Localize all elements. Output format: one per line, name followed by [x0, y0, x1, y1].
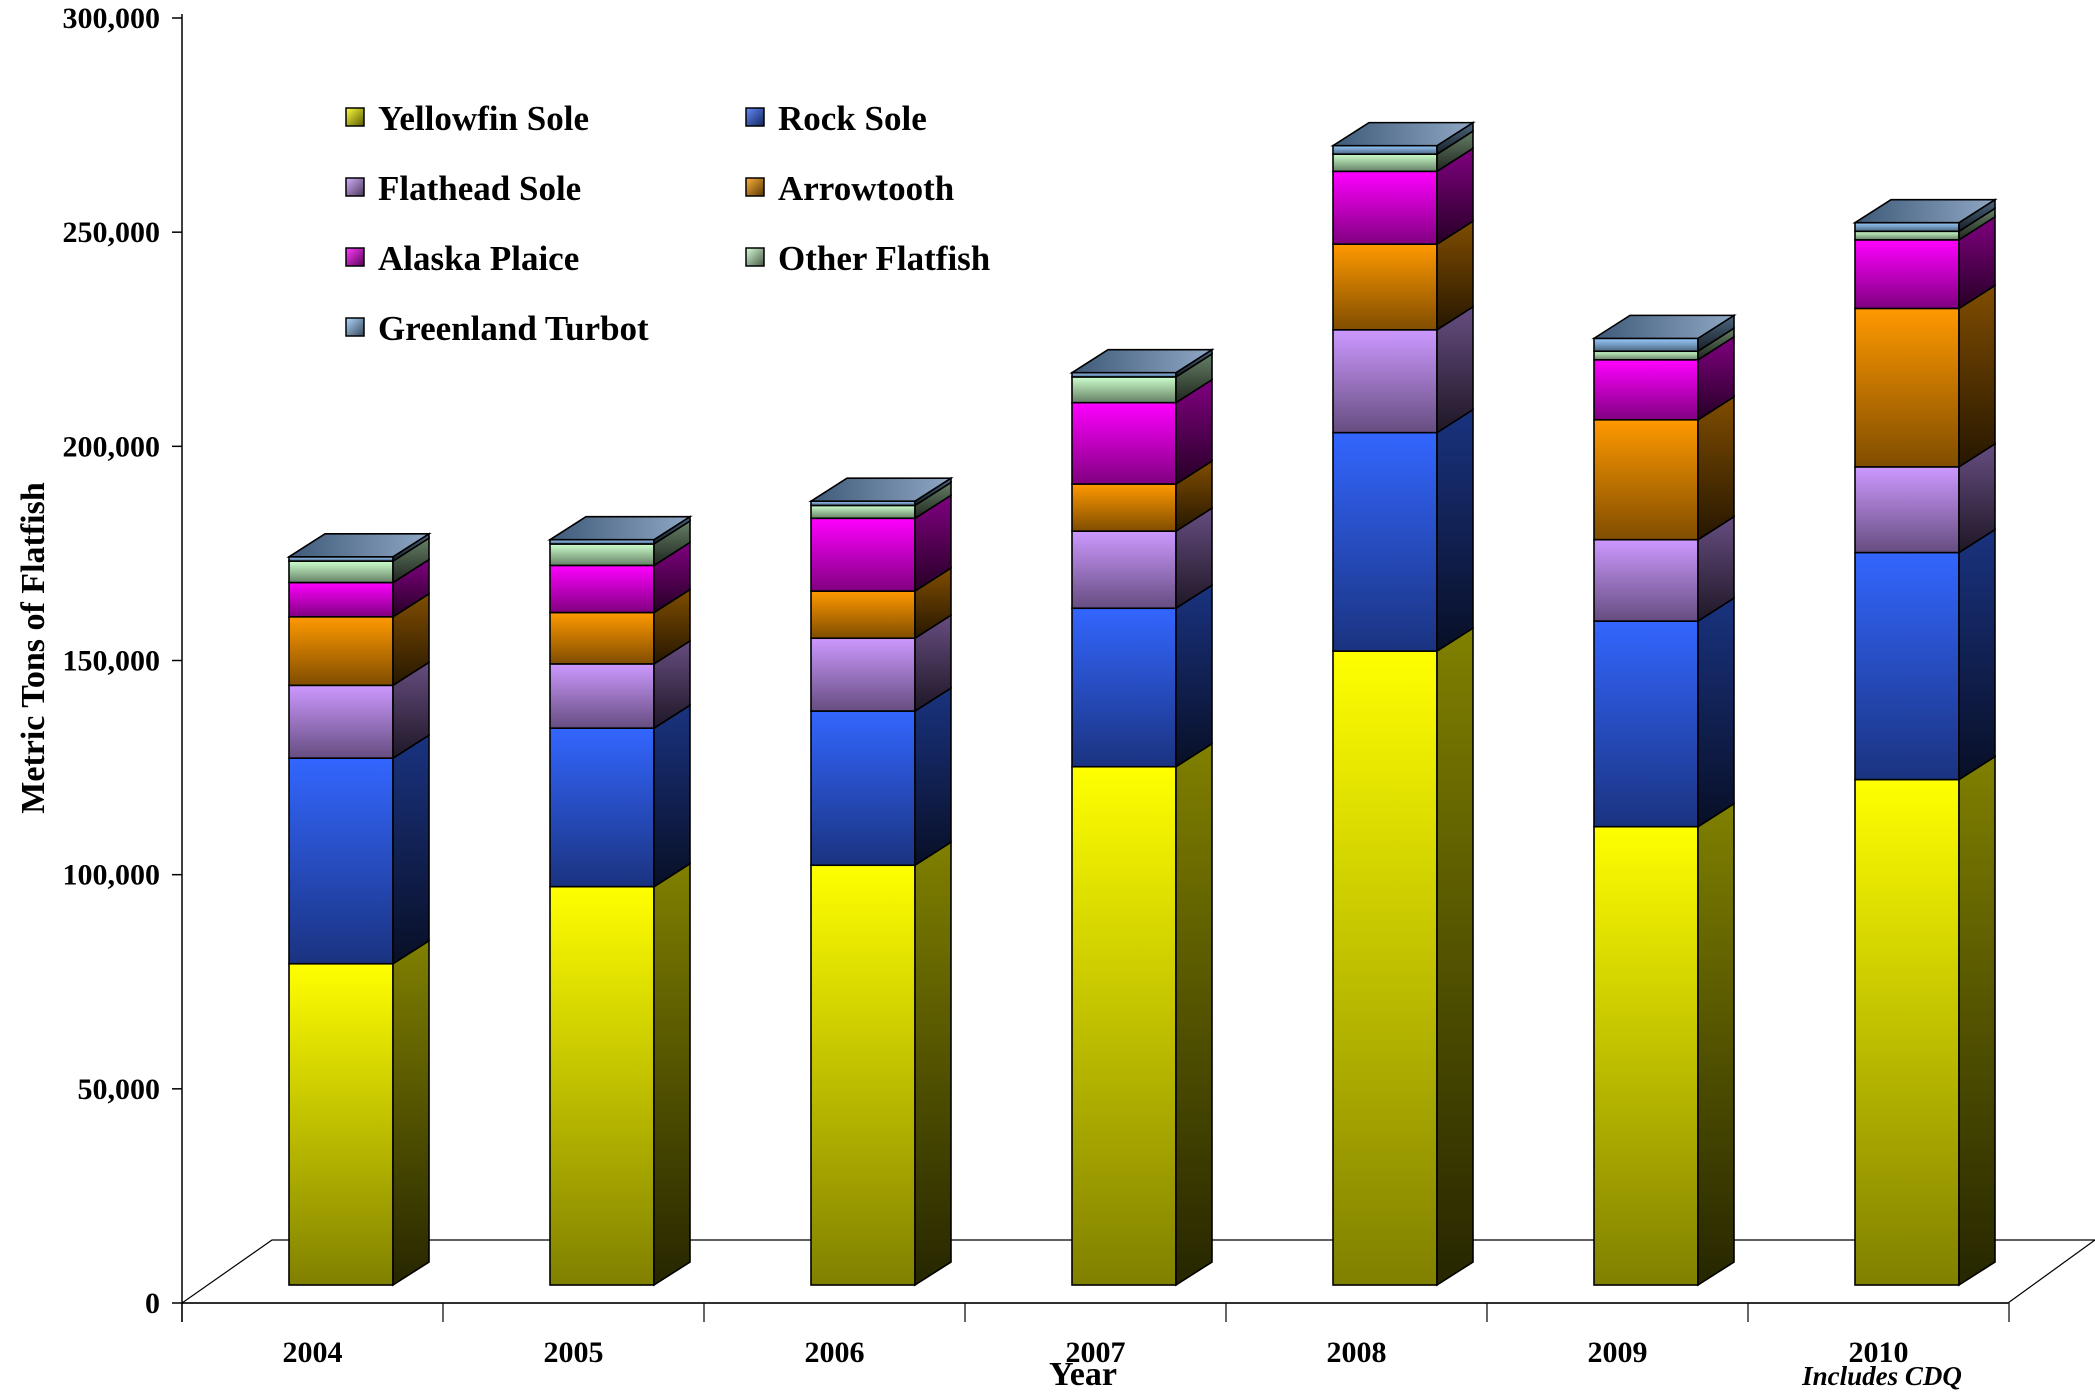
bar-segment-rock-sole-2004 [288, 733, 430, 966]
y-tick-label: 150,000 [63, 645, 161, 678]
legend-swatch [745, 247, 765, 267]
legend-item-rock-sole: Rock Sole [745, 99, 927, 138]
legend-item-greenland-turbot: Greenland Turbot [345, 309, 649, 348]
bar-segment-flathead-sole-2004 [288, 660, 430, 760]
y-tick-label: 200,000 [63, 430, 161, 463]
bar-segment-rock-sole-2005 [549, 703, 691, 889]
legend-swatch [345, 107, 365, 127]
bar-segment-alaska-plaice-2008 [1332, 146, 1474, 246]
bar-segment-alaska-plaice-2004 [288, 558, 430, 619]
axes: 0 50,000 100,000 150,000 200,000 250,000 300,0… [63, 2, 2010, 1369]
x-tick-label: 2008 [1327, 1336, 1387, 1369]
y-tick-label: 50,000 [78, 1073, 161, 1106]
bar-segment-rock-sole-2007 [1071, 583, 1213, 769]
legend-label: Flathead Sole [378, 169, 581, 208]
y-tick-label: 300,000 [63, 2, 161, 35]
bar-segment-yellowfin-sole-2009 [1593, 802, 1735, 1287]
bar-segment-alaska-plaice-2009 [1593, 335, 1735, 422]
bar-segment-yellowfin-sole-2010 [1854, 755, 1996, 1287]
legend-label: Yellowfin Sole [378, 99, 589, 138]
bar-segment-rock-sole-2006 [810, 686, 952, 867]
bars [286, 121, 1998, 1287]
bar-segment-flathead-sole-2007 [1071, 506, 1213, 610]
legend-swatch [745, 177, 765, 197]
legend-label: Arrowtooth [778, 169, 954, 208]
y-tick-label: 100,000 [63, 859, 161, 892]
bar-stack-2004 [286, 532, 432, 1287]
legend-swatch [345, 317, 365, 337]
bar-segment-yellowfin-sole-2008 [1332, 626, 1474, 1287]
x-tick-label: 2004 [283, 1336, 343, 1369]
bar-top-face [1069, 348, 1215, 374]
bar-segment-yellowfin-sole-2004 [288, 939, 430, 1287]
legend-item-yellowfin-sole: Yellowfin Sole [345, 99, 589, 138]
bar-segment-rock-sole-2010 [1854, 528, 1996, 782]
bar-segment-arrowtooth-2004 [288, 592, 430, 687]
x-tick-label: 2005 [544, 1336, 604, 1369]
legend-item-alaska-plaice: Alaska Plaice [345, 239, 579, 278]
legend: Yellowfin Sole Rock Sole Flathead Sole Arro… [345, 99, 990, 348]
bar-top-face [1852, 198, 1998, 224]
bar-segment-arrowtooth-2008 [1332, 219, 1474, 332]
bar-stack-2008 [1330, 121, 1476, 1287]
bar-segment-yellowfin-sole-2007 [1071, 742, 1213, 1287]
bar-segment-other-flatfish-2004 [288, 536, 430, 584]
bar-segment-alaska-plaice-2007 [1071, 378, 1213, 486]
bar-segment-arrowtooth-2006 [810, 566, 952, 640]
bar-segment-flathead-sole-2010 [1854, 442, 1996, 555]
bar-segment-alaska-plaice-2010 [1854, 215, 1996, 310]
legend-label: Rock Sole [778, 99, 927, 138]
bar-top-face [547, 515, 693, 541]
legend-swatch [345, 247, 365, 267]
x-tick-label: 2007 [1066, 1336, 1126, 1369]
bar-segment-rock-sole-2009 [1593, 596, 1735, 829]
bar-top-face [1330, 121, 1476, 147]
x-tick-label: 2009 [1588, 1336, 1648, 1369]
x-tick-label: 2010 [1849, 1336, 1909, 1369]
y-axis-title: Metric Tons of Flatfish [15, 482, 52, 814]
bar-segment-yellowfin-sole-2005 [549, 862, 691, 1287]
bar-segment-rock-sole-2008 [1332, 408, 1474, 653]
legend-swatch [745, 107, 765, 127]
legend-swatch [345, 177, 365, 197]
legend-item-other-flatfish: Other Flatfish [745, 239, 990, 278]
legend-label: Alaska Plaice [378, 239, 579, 278]
x-tick-label: 2006 [805, 1336, 865, 1369]
bar-segment-flathead-sole-2006 [810, 613, 952, 713]
bar-stack-2006 [808, 476, 954, 1287]
bar-top-face [286, 533, 432, 558]
legend-label: Other Flatfish [778, 239, 990, 278]
y-tick-label: 0 [145, 1287, 160, 1320]
bar-top-face [808, 477, 954, 502]
bar-stack-2007 [1069, 348, 1215, 1287]
bar-segment-other-flatfish-2007 [1071, 352, 1213, 405]
cdq-note: Includes CDQ [1801, 1361, 1962, 1391]
bar-top-face [1591, 314, 1737, 340]
bar-segment-arrowtooth-2010 [1854, 283, 1996, 469]
bar-segment-other-flatfish-2008 [1332, 129, 1474, 173]
bar-segment-arrowtooth-2007 [1071, 459, 1213, 533]
legend-item-arrowtooth: Arrowtooth [745, 169, 954, 208]
bar-segment-alaska-plaice-2006 [810, 493, 952, 593]
x-axis-title: Year [1049, 1356, 1117, 1392]
bar-segment-yellowfin-sole-2006 [810, 840, 952, 1287]
legend-item-flathead-sole: Flathead Sole [345, 169, 581, 208]
bar-segment-arrowtooth-2005 [549, 588, 691, 666]
bar-segment-flathead-sole-2005 [549, 639, 691, 730]
bar-segment-flathead-sole-2008 [1332, 305, 1474, 435]
bar-stack-2009 [1591, 313, 1737, 1287]
y-tick-label: 250,000 [63, 216, 161, 249]
legend-label: Greenland Turbot [378, 309, 649, 348]
bar-stack-2005 [547, 515, 693, 1287]
bar-stack-2010 [1852, 198, 1998, 1287]
